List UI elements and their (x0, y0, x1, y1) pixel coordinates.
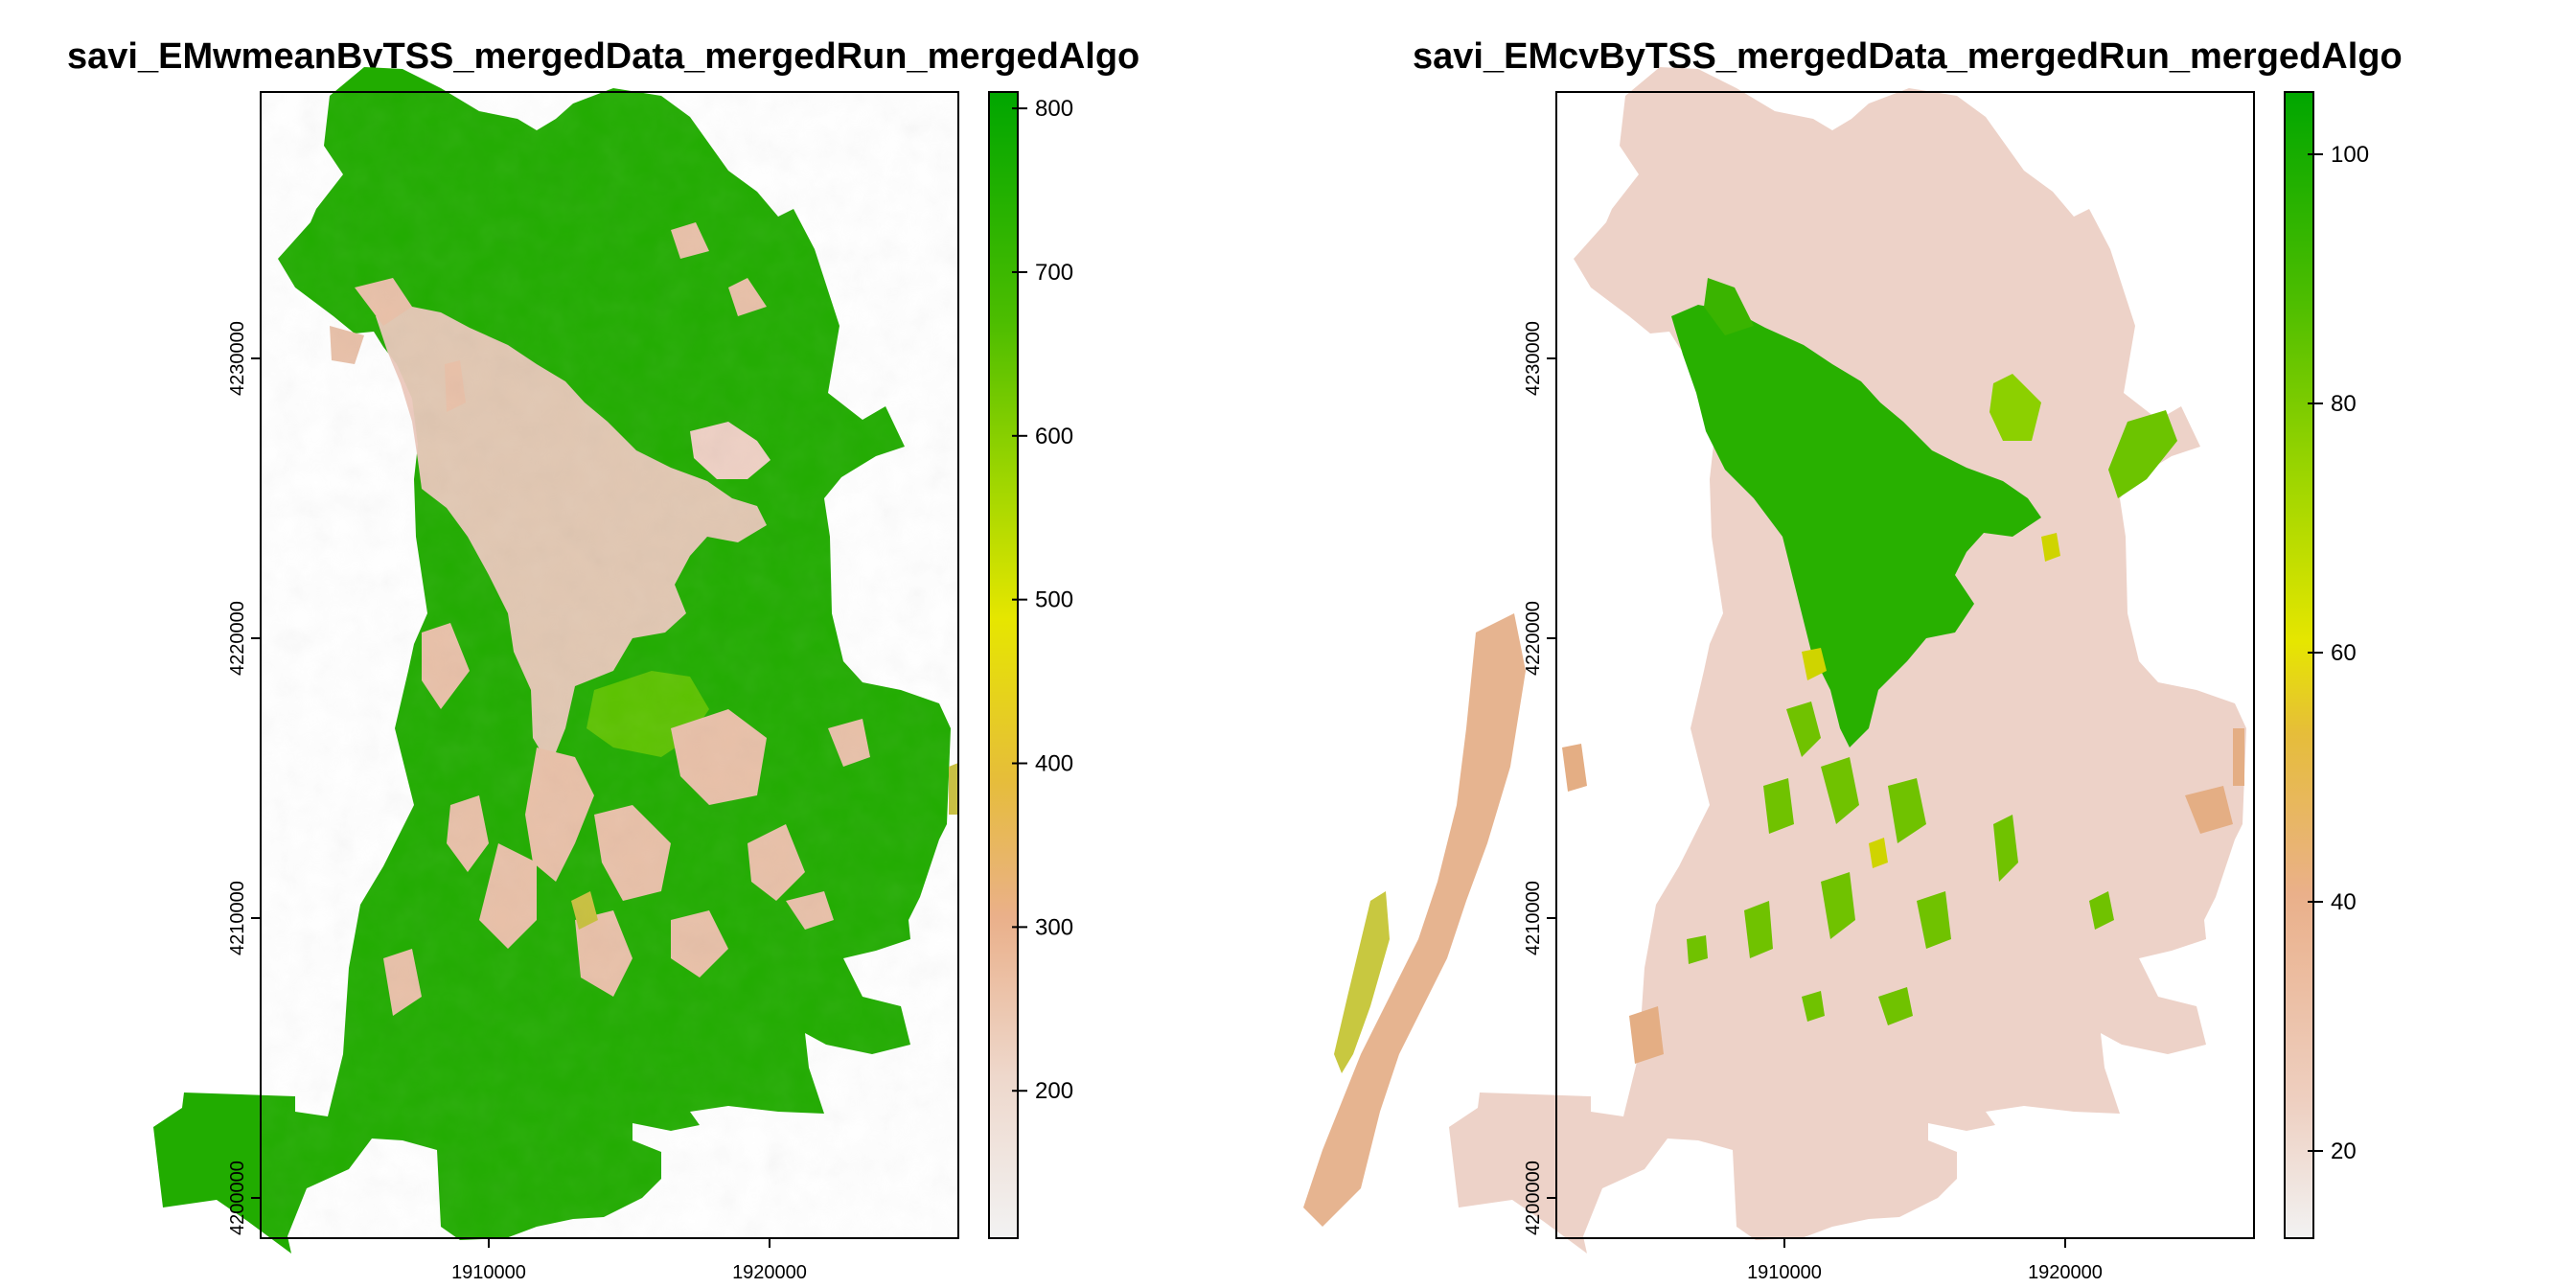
panel2-region-high-north (1704, 278, 1754, 335)
panel2-region-high (1671, 305, 2041, 748)
legend-tick-label: 200 (1035, 1078, 1073, 1104)
panel1-legend: 800 700 600 500 400 300 200 (988, 91, 1073, 1239)
panel1-ytick-label-3: 4230000 (227, 321, 248, 396)
panel1-ytick-label-2: 4220000 (227, 601, 248, 676)
panel1-colorbar (988, 91, 1019, 1239)
panel2-ytick-label-0: 4200000 (1523, 1161, 1544, 1235)
panel1-ytick-label-1: 4210000 (227, 881, 248, 955)
legend-tick-label: 700 (1035, 260, 1073, 286)
legend-tick-label: 600 (1035, 424, 1073, 449)
panel2-mid-patches (1687, 702, 2114, 1025)
legend-tick-label: 20 (2331, 1138, 2357, 1164)
panel1-xtick-label-0: 1910000 (451, 1262, 526, 1283)
legend-tick-label: 60 (2331, 640, 2357, 666)
legend-tick-label: 800 (1035, 96, 1073, 122)
panel2-region-high-far-east (2108, 410, 2177, 498)
panel1-frame (260, 91, 959, 1239)
legend-tick-label: 80 (2331, 391, 2357, 417)
panel2-ytick-label-2: 4220000 (1523, 601, 1544, 676)
panel2-axes: 1910000 1920000 4200000 4210000 4220000 … (1523, 91, 2255, 1283)
panel2-title: savi_EMcvByTSS_mergedData_mergedRun_merg… (1413, 36, 2403, 77)
panel2-region-high-east (1990, 374, 2041, 441)
panel1-title: savi_EMwmeanByTSS_mergedData_mergedRun_m… (67, 36, 1140, 77)
panel2-region-west-yellow (1334, 891, 1390, 1073)
legend-tick-label: 400 (1035, 751, 1073, 777)
panel2-yellow-patches (1802, 533, 2060, 868)
panel2-frame (1555, 91, 2255, 1239)
panel2-ytick-label-1: 4210000 (1523, 881, 1544, 955)
panel2-xtick-label-1: 1920000 (2028, 1262, 2103, 1283)
panel2-ytick-label-3: 4230000 (1523, 321, 1544, 396)
panel1-axes: 1910000 1920000 4200000 4210000 4220000 … (227, 91, 959, 1283)
legend-tick-label: 300 (1035, 914, 1073, 940)
panel2-region-west-strip (1303, 613, 1526, 1227)
panel1-map (153, 67, 960, 1254)
panel2-colorbar (2284, 91, 2314, 1239)
panel1-ytick-label-0: 4200000 (227, 1161, 248, 1235)
legend-tick-label: 500 (1035, 587, 1073, 613)
panel2-orange-patches (1562, 728, 2244, 1064)
legend-tick-label: 40 (2331, 889, 2357, 915)
legend-tick-label: 100 (2331, 142, 2369, 168)
panel2-map (1303, 67, 2246, 1254)
panel1-xtick-label-1: 1920000 (732, 1262, 807, 1283)
panel2-xtick-label-0: 1910000 (1747, 1262, 1822, 1283)
panel2-legend: 100 80 60 40 20 (2284, 91, 2369, 1239)
panel1-texture (259, 92, 960, 1238)
